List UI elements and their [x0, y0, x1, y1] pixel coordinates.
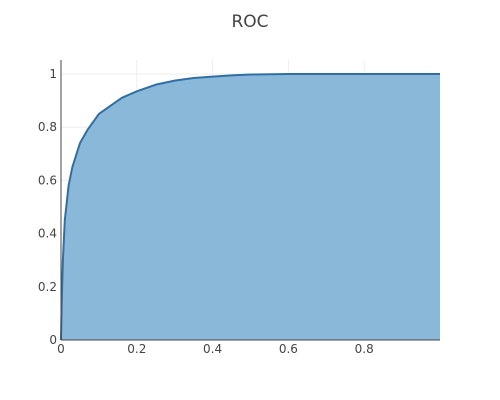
y-tick-label: 1 [49, 67, 57, 81]
x-tick-label: 0.8 [355, 342, 374, 356]
x-tick-label: 0.6 [279, 342, 298, 356]
area-layer [60, 73, 440, 341]
y-tick-labels: 0 0.2 0.4 0.6 0.8 1 [38, 67, 57, 347]
y-tick-label: 0.4 [38, 227, 57, 241]
roc-curve-line [60, 73, 440, 341]
roc-area-fill [61, 74, 440, 340]
x-tick-label: 0.4 [203, 342, 222, 356]
chart-title: ROC [231, 12, 269, 32]
y-tick-label: 0.6 [38, 173, 57, 187]
x-tick-labels: 0 0.2 0.4 0.6 0.8 [57, 342, 374, 356]
axes [60, 60, 440, 341]
y-tick-label: 0 [49, 333, 57, 347]
x-tick-label: 0.2 [127, 342, 146, 356]
x-tick-label: 0 [57, 342, 65, 356]
y-tick-label: 0.2 [38, 280, 57, 294]
y-tick-label: 0.8 [38, 120, 57, 134]
